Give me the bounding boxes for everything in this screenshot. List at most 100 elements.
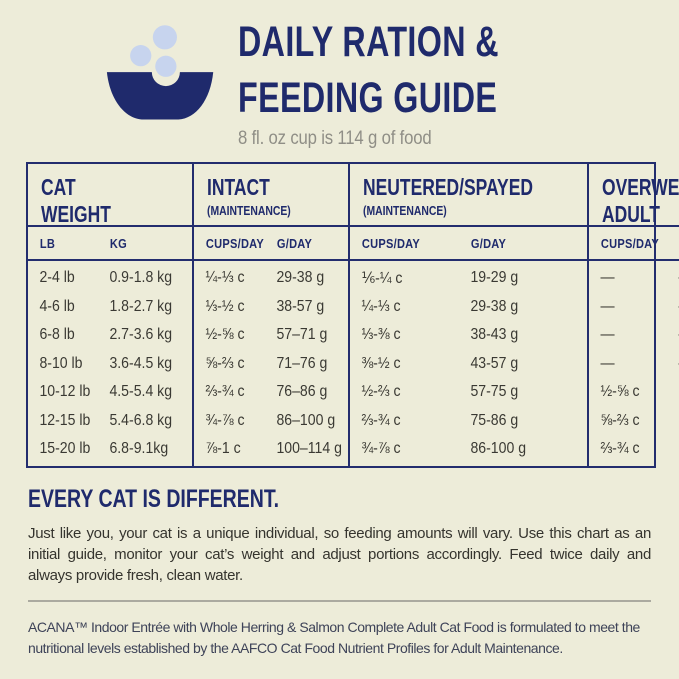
table-cell: — bbox=[600, 326, 615, 343]
table-row: ⅓-⅜ c 38-43 g bbox=[350, 322, 587, 349]
table-cell: — bbox=[600, 269, 615, 286]
group-title: OVERWEIGHT ADULT bbox=[602, 174, 679, 227]
feeding-table: CAT WEIGHT LB KG 2-4 lb 0.9-1.8 kg 4-6 lb… bbox=[26, 162, 679, 468]
table-cell: ½-⅝ c bbox=[205, 326, 245, 343]
table-row: ⅔-¾ c 76–86 g bbox=[194, 379, 349, 406]
table-cell: ⅙-¼ c bbox=[361, 270, 403, 287]
table-row: ¾-⅞ c 86–100 g bbox=[194, 407, 349, 434]
group-body: ¼-⅓ c 29-38 g ⅓-½ c 38-57 g ½-⅝ c 57–71 g ⅝… bbox=[194, 261, 349, 466]
column-header-row: LB KG bbox=[28, 227, 192, 261]
group-header: CAT WEIGHT bbox=[28, 164, 192, 227]
table-row: ¼-⅓ c 29-38 g bbox=[194, 265, 349, 292]
kibble-dot-icon bbox=[154, 55, 177, 77]
table-group-neutered-spayed: NEUTERED/SPAYED (MAINTENANCE) CUPS/DAY G… bbox=[350, 164, 590, 466]
group-title: CAT WEIGHT bbox=[41, 174, 111, 227]
table-cell: ¾-⅞ c bbox=[205, 411, 245, 429]
table-row: 6-8 lb 2.7-3.6 kg bbox=[28, 322, 192, 349]
table-row: ⅝-⅔ c 71–76 g bbox=[194, 350, 349, 377]
table-cell: ¼-⅓ c bbox=[361, 297, 401, 315]
table-row: 4-6 lb 1.8-2.7 kg bbox=[28, 293, 192, 320]
table-row: ⅜-½ c 43-57 g bbox=[350, 350, 587, 377]
table-cell: 1.8-2.7 kg bbox=[109, 297, 173, 315]
table-cell: 57-75 g bbox=[470, 383, 519, 400]
table-cell: — bbox=[667, 355, 679, 373]
table-cell: — bbox=[600, 297, 615, 315]
table-row: —— bbox=[589, 322, 679, 349]
table-cell: 29-38 g bbox=[470, 297, 519, 315]
table-cell: 71–76 g bbox=[276, 354, 328, 372]
table-cell: ⅝-⅔ c bbox=[205, 354, 245, 372]
table-cell: 4.5-5.4 kg bbox=[109, 383, 173, 400]
column-header-g-day: G/DAY bbox=[471, 235, 507, 251]
group-title: NEUTERED/SPAYED bbox=[363, 174, 534, 200]
table-cell: 19-29 g bbox=[470, 269, 519, 286]
feeding-advice-text: Just like you, your cat is a unique indi… bbox=[28, 525, 651, 584]
table-cell: 12-15 lb bbox=[39, 411, 91, 429]
table-cell: 75-86 g bbox=[470, 411, 519, 429]
group-body: —— —— —— —— ½-⅝ c57-71 g ⅝-⅔ c71-76 g ⅔-… bbox=[589, 261, 679, 466]
column-header-cups-day: CUPS/DAY bbox=[205, 235, 264, 251]
page-title: DAILY RATION & FEEDING GUIDE bbox=[238, 14, 499, 126]
table-cell: 15-20 lb bbox=[39, 440, 91, 457]
table-cell: ⅓-⅜ c bbox=[361, 326, 401, 343]
table-row: 15-20 lb 6.8-9.1kg bbox=[28, 436, 192, 463]
table-cell: 5.4-6.8 kg bbox=[109, 411, 173, 429]
header: DAILY RATION & FEEDING GUIDE 8 fl. oz cup… bbox=[26, 0, 653, 150]
table-row: ½-⅝ c 57–71 g bbox=[194, 322, 349, 349]
table-cell: ¾-⅞ c bbox=[361, 440, 401, 457]
column-header-kg: KG bbox=[110, 235, 128, 251]
table-group-overweight-adult: OVERWEIGHT ADULT CUPS/DAY G/DAY —— —— ——… bbox=[589, 164, 679, 466]
kibble-dot-icon bbox=[129, 45, 151, 67]
column-header-lb: LB bbox=[39, 235, 56, 251]
table-cell: 38-57 g bbox=[276, 297, 325, 315]
title-line-2: FEEDING GUIDE bbox=[237, 74, 497, 122]
table-row: —— bbox=[589, 350, 679, 377]
table-cell: — bbox=[667, 269, 679, 287]
group-header: INTACT (MAINTENANCE) bbox=[193, 164, 349, 227]
table-cell: ¼-⅓ c bbox=[205, 269, 245, 286]
column-header-row: CUPS/DAY G/DAY bbox=[589, 227, 679, 261]
bowl-with-kibble-icon bbox=[106, 25, 213, 120]
table-row: 10-12 lb 4.5-5.4 kg bbox=[28, 379, 192, 406]
group-body: ⅙-¼ c 19-29 g ¼-⅓ c 29-38 g ⅓-⅜ c 38-43 g ⅜… bbox=[350, 261, 587, 466]
aafco-statement: ACANA™ Indoor Entrée with Whole Herring … bbox=[28, 619, 640, 656]
table-cell: 86-100 g bbox=[470, 440, 527, 457]
table-cell: — bbox=[667, 326, 679, 344]
table-row: ⅓-½ c 38-57 g bbox=[194, 293, 349, 320]
table-cell: 8-10 lb bbox=[39, 354, 83, 372]
column-header-row: CUPS/DAY G/DAY bbox=[193, 227, 349, 261]
table-cell: ⅞-1 c bbox=[205, 440, 241, 457]
table-cell: ⅔-¾ c bbox=[205, 383, 245, 400]
table-row: 2-4 lb 0.9-1.8 kg bbox=[28, 265, 192, 292]
table-cell: ⅔-¾ c bbox=[600, 440, 640, 457]
table-cell: 76–86 g bbox=[276, 383, 328, 400]
group-header: OVERWEIGHT ADULT bbox=[589, 164, 679, 227]
table-row: —— bbox=[589, 265, 679, 292]
table-cell: ⅜-½ c bbox=[361, 354, 401, 372]
table-group-cat-weight: CAT WEIGHT LB KG 2-4 lb 0.9-1.8 kg 4-6 lb… bbox=[28, 164, 194, 466]
every-cat-section: EVERY CAT IS DIFFERENT. Just like you, y… bbox=[26, 485, 653, 586]
footer: ACANA™ Indoor Entrée with Whole Herring … bbox=[26, 617, 653, 659]
table-cell: 6.8-9.1kg bbox=[109, 440, 169, 457]
table-cell: 57-71 g bbox=[667, 383, 679, 401]
column-header-cups-day: CUPS/DAY bbox=[600, 235, 660, 251]
divider-line bbox=[28, 600, 651, 602]
group-header: NEUTERED/SPAYED (MAINTENANCE) bbox=[350, 164, 588, 227]
table-cell: 38-43 g bbox=[470, 326, 519, 343]
table-cell: 43-57 g bbox=[470, 354, 519, 372]
column-header-g-day: G/DAY bbox=[667, 236, 679, 251]
table-cell: 6-8 lb bbox=[39, 326, 75, 343]
table-cell: 76-86 g bbox=[667, 440, 679, 458]
table-cell: — bbox=[667, 298, 679, 316]
group-subtitle: (MAINTENANCE) bbox=[206, 202, 291, 218]
table-cell: ⅝-⅔ c bbox=[600, 411, 640, 429]
table-row: ½-⅝ c 57-71 g bbox=[589, 379, 679, 406]
table-cell: 2.7-3.6 kg bbox=[109, 326, 173, 343]
column-header-cups-day: CUPS/DAY bbox=[362, 235, 421, 251]
table-cell: 100–114 g bbox=[276, 440, 342, 457]
table-row: ¾-⅞ c 86-100 g bbox=[350, 436, 587, 463]
table-row: ⅝-⅔ c 71-76 g bbox=[589, 407, 679, 434]
title-block: DAILY RATION & FEEDING GUIDE 8 fl. oz cup… bbox=[238, 14, 586, 150]
table-cell: 0.9-1.8 kg bbox=[109, 269, 173, 286]
